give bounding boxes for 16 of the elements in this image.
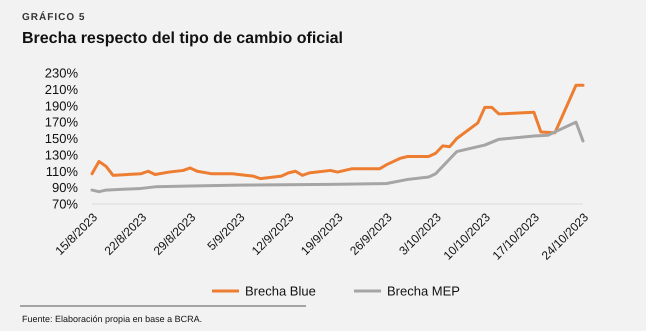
chart-subtitle: GRÁFICO 5 — [22, 11, 86, 23]
y-tick-label: 230% — [44, 66, 78, 81]
source-note: Fuente: Elaboración propia en base a BCRA. — [22, 314, 202, 324]
legend-label: Brecha Blue — [245, 284, 316, 299]
y-tick-label: 190% — [44, 98, 78, 114]
y-tick-label: 130% — [44, 147, 78, 162]
chart-title: Brecha respecto del tipo de cambio oficial — [22, 30, 343, 47]
y-tick-label: 210% — [44, 82, 78, 97]
line-series — [90, 120, 584, 194]
y-tick-label: 70% — [52, 196, 78, 212]
y-tick-label: 150% — [44, 131, 78, 146]
legend-label: Brecha MEP — [387, 284, 460, 299]
y-tick-label: 110% — [46, 164, 78, 179]
line-series — [90, 84, 584, 180]
y-tick-label: 170% — [44, 114, 78, 130]
y-tick-label: 90% — [52, 180, 78, 196]
